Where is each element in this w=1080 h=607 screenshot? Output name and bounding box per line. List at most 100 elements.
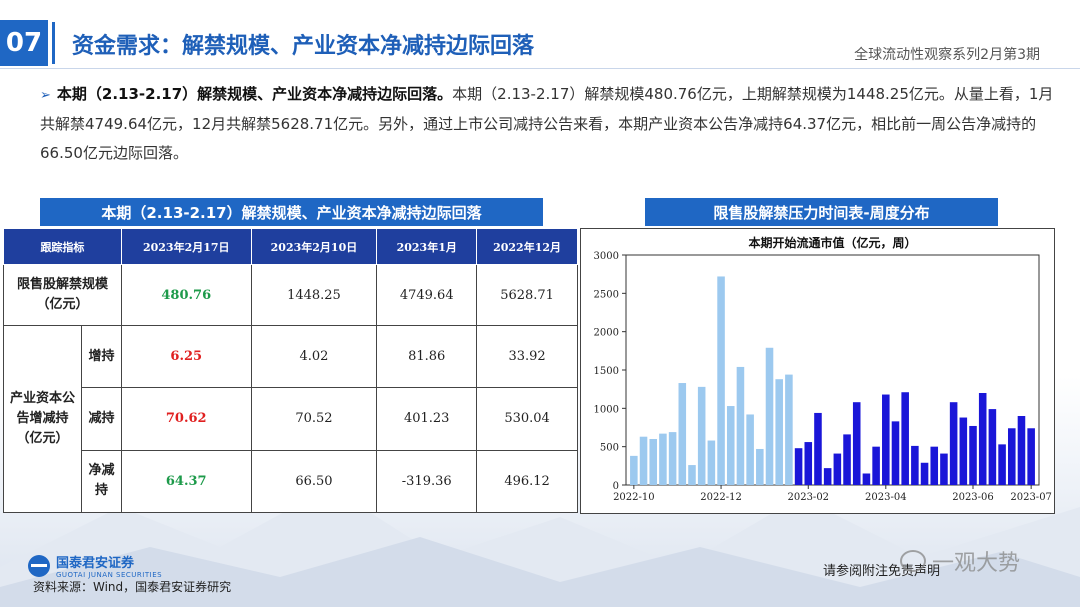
page-title: 资金需求：解禁规模、产业资本净减持边际回落 — [72, 34, 535, 59]
chart-bar — [668, 432, 677, 485]
chart-bar — [726, 406, 735, 485]
chart-bar — [775, 379, 783, 485]
chart-bar — [1027, 428, 1035, 485]
chart-bar — [969, 425, 977, 485]
y-tick-label: 1500 — [594, 366, 619, 377]
y-tick-label: 1000 — [594, 404, 619, 415]
chart-bar — [988, 409, 997, 485]
chart-bar — [697, 386, 706, 485]
chart-bar — [804, 442, 813, 485]
chart-bar — [639, 436, 648, 485]
chart-title: 本期开始流通市值（亿元，周） — [748, 235, 916, 250]
chart-bar — [707, 440, 716, 485]
row-label: 净减持 — [88, 463, 115, 499]
row-label: 限售股解禁规模（亿元） — [3, 264, 122, 326]
chart-bar — [717, 276, 725, 485]
table-header: 2023年2月17日 — [120, 228, 252, 265]
chart-bar — [901, 392, 909, 485]
watermark-text: 一观大势 — [932, 551, 1021, 576]
table-cell: 6.25 — [120, 324, 252, 389]
chart-bar — [756, 448, 764, 485]
chart-bar — [746, 414, 754, 485]
table-row: 64.37 66.50 -319.36 496.12 — [4, 449, 578, 514]
x-tick-label: 2023-07 — [1010, 492, 1052, 503]
table-cell: 4.02 — [250, 324, 378, 389]
summary-paragraph: ➢ 本期（2.13-2.17）解禁规模、产业资本净减持边际回落。本期（2.13-2… — [40, 80, 1060, 168]
chart-bar — [843, 434, 851, 485]
table-header: 2023年1月 — [376, 228, 478, 265]
table-cell: 64.37 — [120, 449, 252, 514]
chart-panel-title: 限售股解禁压力时间表-周度分布 — [645, 198, 998, 226]
chart-bar — [872, 446, 880, 485]
x-tick-label: 2022-10 — [613, 492, 655, 503]
summary-text: 本期（2.13-2.17）解禁规模480.76亿元，上期解禁规模为1448.25… — [40, 85, 1054, 162]
chart-bar — [852, 402, 861, 485]
table-cell: 401.23 — [376, 387, 478, 451]
x-tick-label: 2023-04 — [865, 492, 907, 503]
series-label: 全球流动性观察系列2月第3期 — [854, 47, 1040, 63]
x-tick-label: 2023-06 — [952, 492, 994, 503]
chart-bar — [833, 453, 842, 485]
table-cell: 33.92 — [476, 324, 578, 389]
chart-bar — [862, 473, 871, 485]
data-table: 跟踪指标 2023年2月17日 2023年2月10日 2023年1月 2022年… — [3, 228, 578, 514]
y-tick-label: 3000 — [594, 251, 619, 262]
table-row: 产业资本公告增减持（亿元） 增持 减持 净减持 6.25 4.02 81.86 … — [3, 324, 578, 513]
chart-bar — [949, 402, 958, 485]
chart-bar — [920, 462, 929, 485]
company-logo: 国泰君安证券 GUOTAI JUNAN SECURITIES — [28, 552, 162, 579]
row-label: 增持 — [82, 326, 121, 389]
chart-bar — [978, 393, 987, 485]
chart-bar — [823, 468, 832, 485]
y-tick-label: 2000 — [594, 328, 619, 339]
y-tick-label: 500 — [600, 443, 619, 454]
table-cell: 496.12 — [476, 449, 578, 514]
chart-bar — [688, 465, 696, 485]
table-cell: 81.86 — [376, 324, 478, 389]
chart-bar — [659, 433, 667, 485]
table-header: 2023年2月10日 — [250, 228, 378, 265]
chart-bar — [785, 374, 793, 485]
summary-bold: 本期（2.13-2.17）解禁规模、产业资本净减持边际回落。 — [56, 85, 453, 103]
logo-icon — [28, 554, 50, 577]
table-header: 跟踪指标 — [3, 228, 122, 265]
table-cell: 1448.25 — [250, 264, 378, 326]
chart-bar — [649, 439, 658, 485]
chart-bar — [736, 366, 745, 485]
table-header: 2022年12月 — [476, 228, 578, 265]
source-note: 资料来源：Wind，国泰君安证券研究 — [33, 580, 232, 594]
chart-bar — [814, 412, 822, 485]
chart-bar — [940, 453, 948, 485]
chart-bar — [911, 445, 919, 485]
table-cell: 70.52 — [250, 387, 378, 451]
wechat-icon — [900, 550, 926, 572]
bar-chart: 本期开始流通市值（亿元，周） 0 500 1000 1500 2000 2500 3000 20… — [594, 235, 1052, 503]
watermark: 一观大势 — [900, 545, 1020, 577]
chart-bar — [630, 455, 638, 485]
y-tick-label: 2500 — [594, 289, 619, 300]
chart-bar — [891, 421, 900, 485]
chart-bar — [1007, 428, 1016, 485]
table-row: 限售股解禁规模（亿元） 480.76 1448.25 4749.64 5628.… — [3, 264, 578, 326]
x-tick-label: 2022-12 — [700, 492, 742, 503]
table-cell: 66.50 — [250, 449, 378, 514]
group-label: 产业资本公告增减持（亿元） — [4, 326, 82, 512]
table-title: 本期（2.13-2.17）解禁规模、产业资本净减持边际回落 — [40, 198, 543, 226]
logo-subtext: GUOTAI JUNAN SECURITIES — [56, 571, 163, 579]
plot-frame — [625, 254, 1040, 486]
chart-bar — [930, 446, 939, 485]
header-divider — [0, 68, 1080, 69]
chart-bar — [959, 417, 968, 485]
x-tick-label: 2023-02 — [787, 492, 829, 503]
page-number: 07 — [0, 20, 48, 66]
title-accent-bar — [52, 22, 55, 64]
background-mountains — [0, 487, 1080, 607]
bullet-arrow-icon: ➢ — [40, 88, 51, 103]
table-header-row: 跟踪指标 2023年2月17日 2023年2月10日 2023年1月 2022年… — [3, 228, 578, 265]
chart-bar — [882, 394, 890, 485]
logo-text: 国泰君安证券 — [56, 556, 135, 571]
chart-bar — [998, 444, 1006, 485]
table-cell: 5628.71 — [476, 264, 578, 326]
chart-bar — [678, 383, 687, 485]
y-tick-label: 0 — [613, 481, 619, 492]
